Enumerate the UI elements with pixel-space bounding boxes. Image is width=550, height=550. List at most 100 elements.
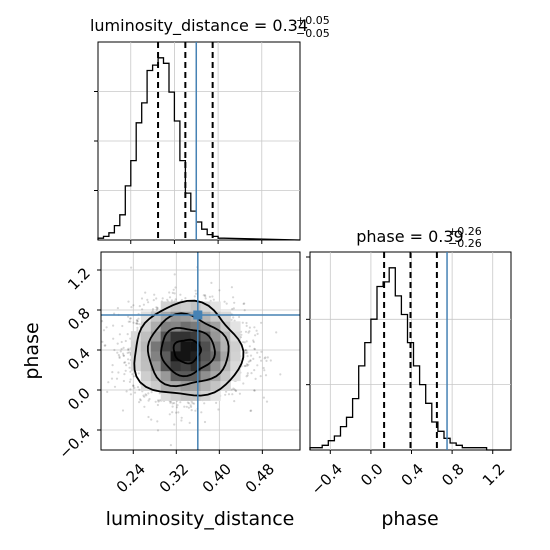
density-cell bbox=[150, 351, 162, 362]
sample-point bbox=[117, 353, 120, 357]
sample-point bbox=[91, 301, 93, 303]
sample-point bbox=[224, 393, 227, 396]
sample-point bbox=[232, 296, 235, 299]
x-tick-label: 0.24 bbox=[113, 460, 149, 496]
sample-point bbox=[260, 321, 263, 324]
density-cell bbox=[140, 341, 152, 352]
sample-point bbox=[194, 292, 198, 295]
sample-point bbox=[249, 354, 253, 357]
sample-point bbox=[188, 402, 191, 405]
sample-point bbox=[203, 420, 207, 424]
sample-point bbox=[275, 331, 278, 334]
sample-point bbox=[177, 411, 180, 414]
sample-point bbox=[269, 359, 272, 362]
tick-marks bbox=[306, 256, 494, 454]
sample-point bbox=[243, 364, 246, 368]
sample-point bbox=[232, 316, 235, 319]
sample-point bbox=[260, 359, 263, 362]
density-cell bbox=[200, 301, 211, 312]
sample-point bbox=[119, 350, 122, 353]
sample-point bbox=[105, 326, 108, 329]
sample-point bbox=[204, 297, 207, 300]
sample-point bbox=[132, 375, 135, 378]
sample-point bbox=[253, 389, 256, 392]
sample-point bbox=[143, 405, 146, 408]
y-tick-label: 0.0 bbox=[64, 384, 94, 414]
density-cell bbox=[130, 351, 142, 362]
sample-point bbox=[111, 364, 114, 367]
density-cells bbox=[130, 301, 241, 401]
sample-point bbox=[123, 373, 126, 376]
density-cell bbox=[230, 321, 241, 332]
sample-point bbox=[129, 320, 132, 323]
sample-point bbox=[139, 398, 142, 401]
sample-point bbox=[242, 341, 245, 344]
sample-point bbox=[211, 295, 214, 298]
density-cell bbox=[150, 341, 162, 352]
sample-point bbox=[147, 301, 150, 304]
sample-point bbox=[194, 409, 197, 412]
sample-point bbox=[264, 356, 267, 359]
sample-point bbox=[155, 308, 158, 311]
quantile-lines bbox=[383, 252, 438, 450]
sample-point bbox=[230, 286, 233, 289]
density-cell bbox=[220, 351, 231, 362]
histogram-luminosity-distance: luminosity_distance = 0.34 +0.05 −0.05 bbox=[90, 14, 330, 244]
sample-point bbox=[176, 404, 179, 407]
sample-point bbox=[118, 333, 121, 336]
density-cell bbox=[160, 311, 171, 322]
sample-point bbox=[136, 326, 139, 329]
sample-point bbox=[190, 405, 193, 408]
sample-point bbox=[129, 393, 132, 396]
sample-point bbox=[246, 372, 249, 375]
density-cell bbox=[150, 311, 162, 322]
density-cell bbox=[200, 370, 211, 382]
sample-point bbox=[127, 347, 130, 350]
sample-point bbox=[227, 393, 231, 396]
sample-point bbox=[120, 347, 123, 351]
sample-point bbox=[140, 297, 144, 300]
sample-point bbox=[232, 387, 235, 390]
sample-point bbox=[170, 299, 173, 302]
sample-point bbox=[171, 405, 174, 408]
sample-point bbox=[191, 402, 194, 405]
density-cell bbox=[160, 380, 171, 391]
sample-point bbox=[189, 404, 192, 407]
density-cell bbox=[180, 390, 191, 401]
sample-point bbox=[155, 297, 158, 300]
sample-point bbox=[156, 429, 160, 432]
sample-point bbox=[246, 351, 249, 354]
sample-point bbox=[192, 402, 196, 405]
sample-point bbox=[174, 286, 177, 289]
sample-point bbox=[246, 355, 249, 358]
density-cell bbox=[170, 360, 181, 372]
sample-point bbox=[240, 333, 243, 336]
sample-point bbox=[235, 389, 238, 393]
sample-point bbox=[124, 369, 127, 372]
y-tick-label: 0.4 bbox=[64, 344, 94, 374]
sample-point bbox=[135, 322, 138, 325]
sample-point bbox=[265, 400, 269, 403]
title-luminosity-distance: luminosity_distance = 0.34 bbox=[90, 16, 308, 36]
sample-point bbox=[142, 303, 145, 306]
sample-point bbox=[156, 307, 159, 310]
sample-point bbox=[130, 266, 133, 269]
title-minus: −0.05 bbox=[296, 27, 330, 40]
sample-point bbox=[188, 421, 191, 424]
density-cell bbox=[180, 311, 191, 322]
sample-point bbox=[179, 293, 182, 296]
sample-point bbox=[171, 291, 174, 294]
sample-point bbox=[106, 390, 109, 393]
sample-point bbox=[138, 323, 141, 326]
density-cell bbox=[200, 311, 211, 322]
sample-point bbox=[252, 357, 255, 360]
density-cell bbox=[180, 331, 191, 342]
sample-point bbox=[113, 348, 116, 352]
sample-point bbox=[169, 400, 173, 403]
sample-point bbox=[117, 371, 120, 374]
sample-point bbox=[245, 324, 248, 327]
sample-point bbox=[172, 288, 175, 291]
sample-point bbox=[92, 385, 94, 387]
sample-point bbox=[266, 356, 269, 359]
contour-line bbox=[160, 327, 216, 378]
